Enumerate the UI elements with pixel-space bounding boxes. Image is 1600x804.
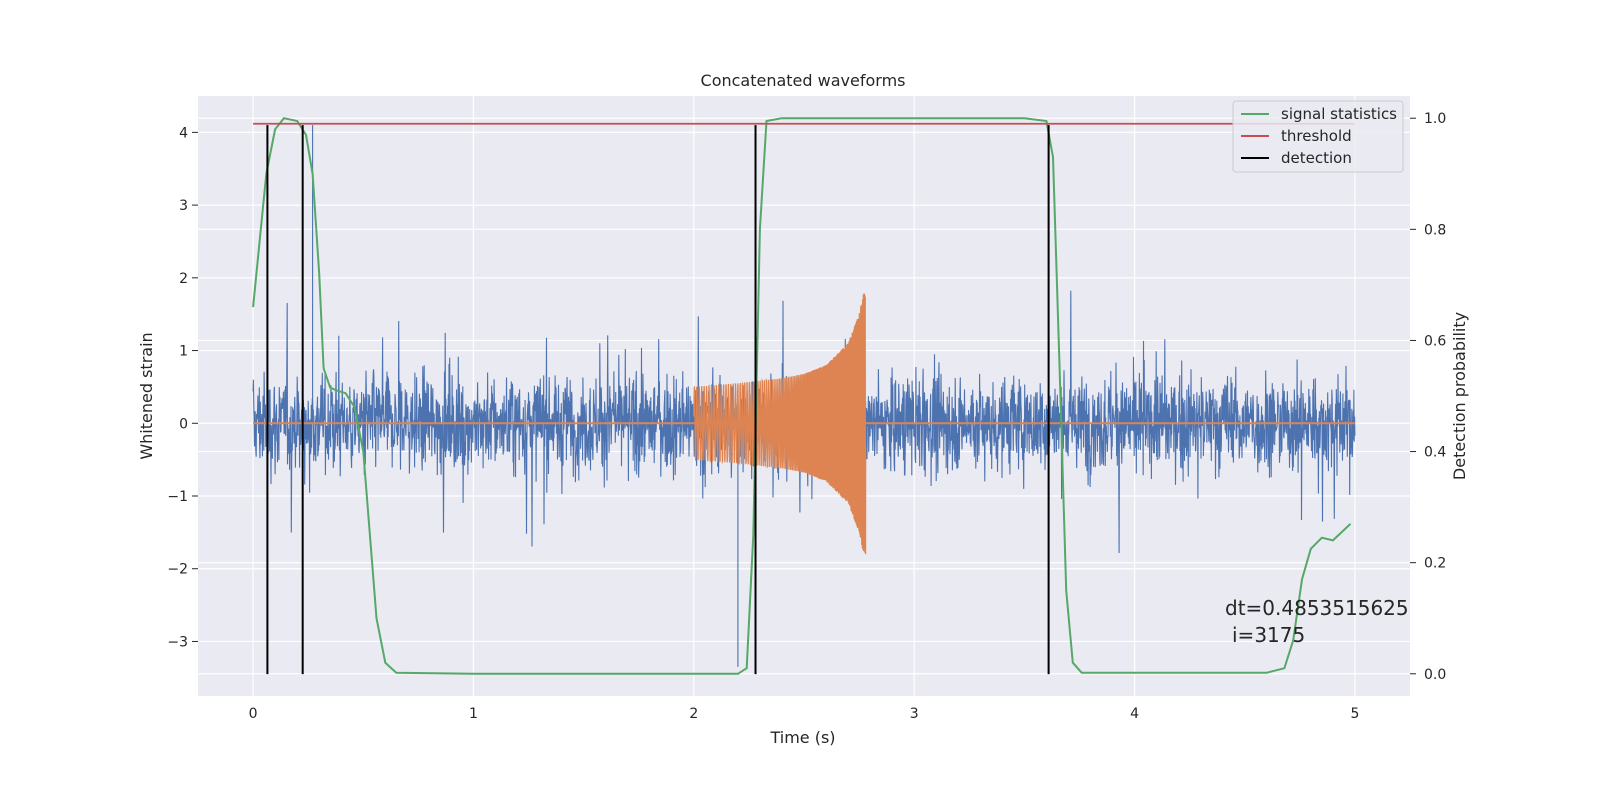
y-tick-label-left: −2	[167, 562, 188, 578]
y-axis-label-right: Detection probability	[1450, 312, 1469, 480]
annotation-i: i=3175	[1232, 623, 1305, 647]
y-tick-label-left: 2	[179, 271, 188, 287]
y-tick-label-right: 0.6	[1424, 333, 1446, 349]
y-tick-label-right: 1.0	[1424, 111, 1446, 127]
legend-label-detection: detection	[1281, 149, 1352, 167]
y-tick-label-left: −1	[167, 489, 188, 505]
legend: signal statistics threshold detection	[1232, 100, 1404, 173]
legend-label-threshold: threshold	[1281, 127, 1352, 145]
y-tick-label-right: 0.8	[1424, 222, 1446, 238]
legend-label-signal-statistics: signal statistics	[1281, 105, 1397, 123]
y-tick-label-right: 0.2	[1424, 556, 1446, 572]
y-tick-label-right: 0.4	[1424, 445, 1446, 461]
x-tick-label: 0	[249, 706, 258, 722]
series-waveform	[693, 293, 867, 555]
legend-box	[1232, 100, 1404, 173]
x-axis-label: Time (s)	[769, 728, 835, 747]
plot-area	[252, 117, 1356, 675]
y-tick-label-left: 0	[179, 416, 188, 432]
x-tick-label: 4	[1130, 706, 1139, 722]
chart-title: Concatenated waveforms	[701, 71, 906, 90]
ticks: 0 1 2 3 4 5 −3 −2 −1 0 1 2 3 4 0.0 0.2 0.4 0.6 0.8 1.0	[167, 111, 1446, 722]
y-tick-label-left: 3	[179, 198, 188, 214]
y-tick-label-left: 4	[179, 125, 188, 141]
y-tick-label-left: −3	[167, 634, 188, 650]
x-tick-label: 3	[910, 706, 919, 722]
x-tick-label: 2	[689, 706, 698, 722]
y-axis-label-left: Whitened strain	[137, 332, 156, 459]
annotation-dt: dt=0.4853515625	[1225, 596, 1409, 620]
x-tick-label: 1	[469, 706, 478, 722]
x-tick-label: 5	[1350, 706, 1359, 722]
series-signal-statistics	[252, 117, 1352, 675]
y-tick-label-right: 0.0	[1424, 667, 1446, 683]
y-tick-label-left: 1	[179, 344, 188, 360]
